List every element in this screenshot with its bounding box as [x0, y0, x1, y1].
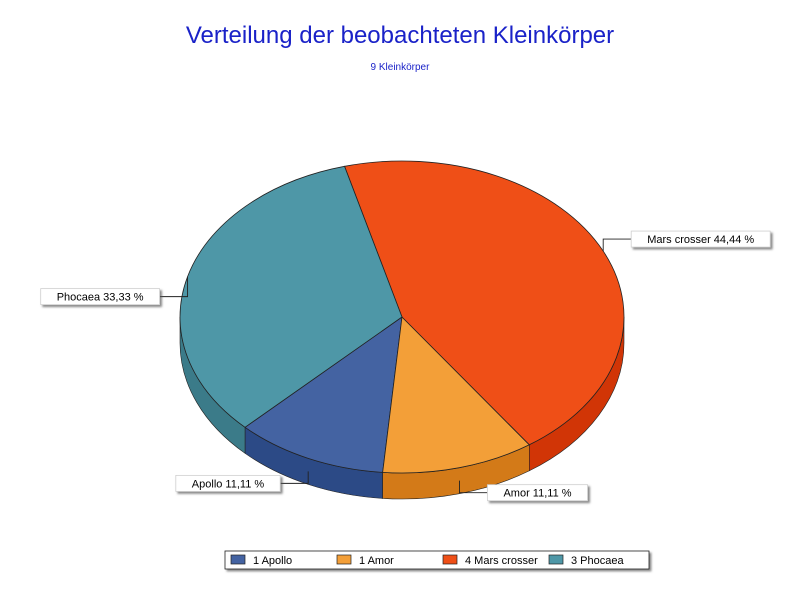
pie-slice-amor — [382, 316, 531, 474]
callout-label-apollo: Apollo 11,11 % — [192, 478, 265, 490]
callout-label-phocaea: Phocaea 33,33 % — [57, 292, 144, 304]
legend-swatch-apollo — [230, 554, 246, 565]
callout-box-apollo — [175, 474, 281, 492]
pie-top-layer — [179, 160, 625, 474]
legend-item-mars-crosser: 4 Mars crosser — [442, 554, 538, 567]
legend-item-apollo: 1 Apollo — [230, 554, 292, 567]
callout-box-phocaea — [40, 288, 160, 306]
legend-label-apollo: 1 Apollo — [253, 555, 292, 567]
legend-swatch-phocaea — [548, 554, 564, 565]
slice-callouts: Apollo 11,11 % Amor 11,11 % Mars crosser 4… — [40, 230, 771, 502]
leader-line-apollo — [280, 471, 309, 484]
legend: 1 Apollo 1 Amor 4 Mars crosser 3 Phocaea — [224, 550, 650, 570]
callout-label-amor: Amor 11,11 % — [503, 488, 571, 500]
legend-swatch-mars-crosser — [442, 554, 458, 565]
pie-slice-apollo — [244, 316, 403, 473]
legend-label-phocaea: 3 Phocaea — [571, 555, 624, 567]
legend-label-mars-crosser: 4 Mars crosser — [465, 555, 538, 567]
chart-subtitle: 9 Kleinkörper — [370, 62, 430, 73]
callout-mars-crosser: Mars crosser 44,44 % — [602, 230, 771, 252]
legend-item-amor: 1 Amor — [336, 554, 394, 567]
callout-box-mars-crosser — [630, 230, 771, 248]
pie-slice-mars-crosser — [343, 160, 625, 446]
legend-item-phocaea: 3 Phocaea — [548, 554, 624, 567]
callout-apollo: Apollo 11,11 % — [175, 471, 309, 492]
leader-line-phocaea — [159, 276, 189, 298]
legend-label-amor: 1 Amor — [359, 555, 394, 567]
callout-amor: Amor 11,11 % — [459, 480, 588, 502]
leader-line-mars-crosser — [602, 238, 632, 252]
legend-swatch-amor — [336, 554, 352, 565]
legend-box — [224, 550, 650, 570]
callout-phocaea: Phocaea 33,33 % — [40, 276, 189, 306]
chart-title: Verteilung der beobachteten Kleinkörper — [185, 22, 615, 49]
callout-box-amor — [487, 484, 588, 502]
callout-label-mars-crosser: Mars crosser 44,44 % — [647, 234, 754, 246]
leader-line-amor — [459, 480, 488, 494]
